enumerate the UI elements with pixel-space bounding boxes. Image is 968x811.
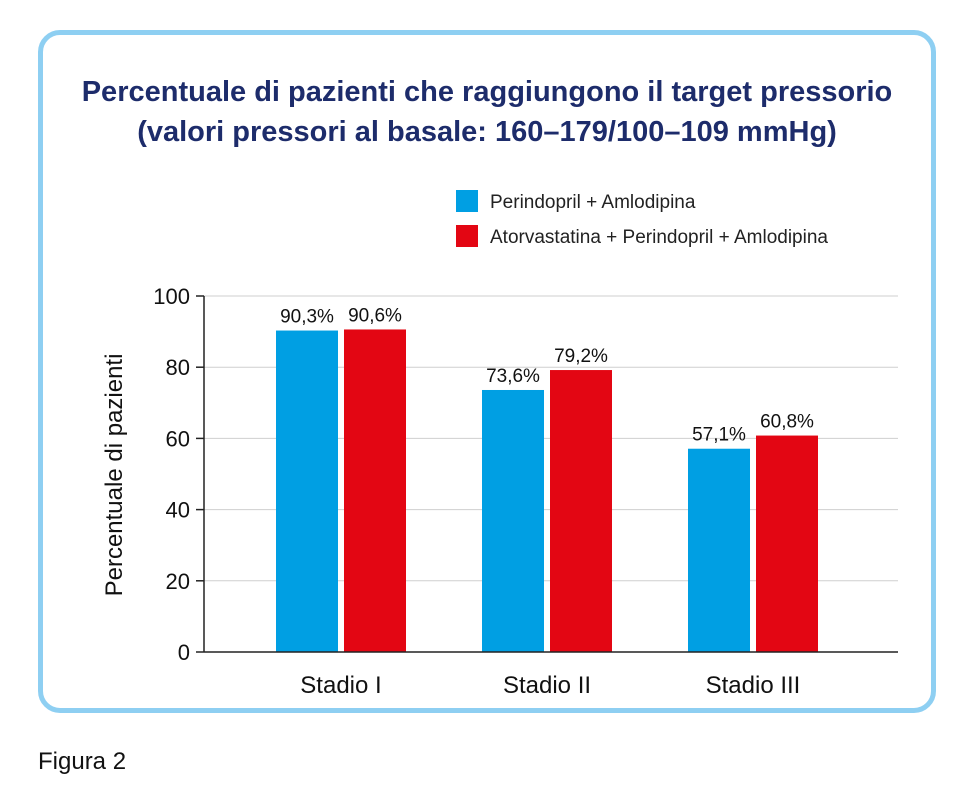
data-label: 73,6% xyxy=(486,366,540,387)
data-label: 60,8% xyxy=(760,412,814,433)
bar xyxy=(550,370,612,652)
y-axis-label: Percentuale di pazienti xyxy=(101,354,128,597)
bar xyxy=(344,329,406,652)
chart-title: Percentuale di pazienti che raggiungono … xyxy=(38,72,936,152)
chart-title-line-2: (valori pressori al basale: 160–179/100–… xyxy=(137,116,837,148)
legend-swatch xyxy=(456,225,478,247)
y-tick-label: 40 xyxy=(166,498,190,523)
chart-title-line-1: Percentuale di pazienti che raggiungono … xyxy=(81,76,893,108)
y-tick-label: 80 xyxy=(166,355,190,380)
x-category-label: Stadio I xyxy=(300,672,381,699)
x-category-label: Stadio II xyxy=(503,672,591,699)
bar xyxy=(482,389,544,652)
legend-label: Perindopril + Amlodipina xyxy=(490,192,696,213)
axes xyxy=(203,296,898,653)
figure-caption: Figura 2 xyxy=(38,748,127,775)
x-axis-categories: Stadio I Stadio II Stadio III xyxy=(300,672,800,699)
y-tick-label: 0 xyxy=(178,640,190,665)
y-tick-label: 100 xyxy=(153,284,190,309)
y-tick-label: 60 xyxy=(166,426,190,451)
legend-swatch xyxy=(456,190,478,212)
bar xyxy=(688,448,750,652)
y-tick-label: 20 xyxy=(166,569,190,594)
y-axis-ticks: 0 20 40 60 80 100 xyxy=(153,284,204,665)
data-label: 79,2% xyxy=(554,346,608,367)
bar xyxy=(756,435,818,652)
data-label: 90,6% xyxy=(348,305,402,326)
legend-label: Atorvastatina + Perindopril + Amlodipina xyxy=(490,227,828,248)
bars: 90,3% 90,6% 73,6% 79,2% 57,1% 60,8% xyxy=(276,305,818,652)
x-category-label: Stadio III xyxy=(706,672,801,699)
legend: Perindopril + Amlodipina Atorvastatina + … xyxy=(456,190,828,248)
bar xyxy=(276,330,338,652)
data-label: 57,1% xyxy=(692,425,746,446)
data-label: 90,3% xyxy=(280,307,334,328)
